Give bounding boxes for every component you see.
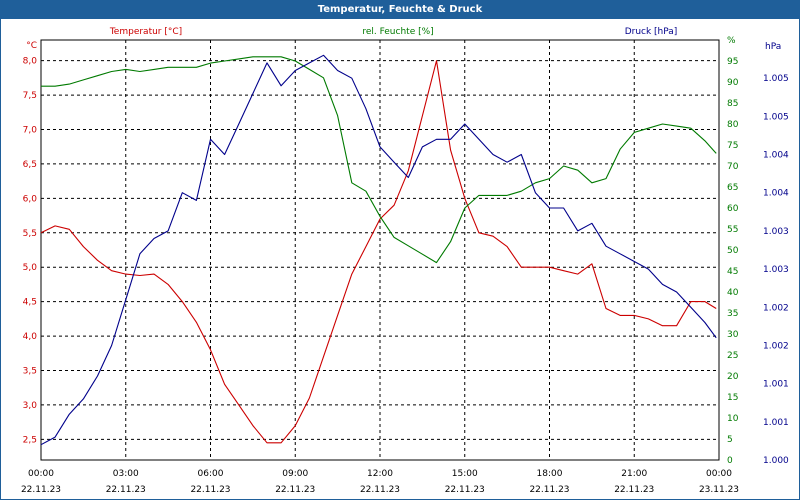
x-tick-label-date: 22.11.23 xyxy=(529,485,569,495)
x-tick-label-time: 00:00 xyxy=(28,469,54,479)
humidity-tick-label: 15 xyxy=(727,393,738,403)
temperature-tick-label: 5,5 xyxy=(23,229,37,239)
temperature-tick-label: 2,5 xyxy=(23,435,37,445)
pressure-tick-label: 1.001 xyxy=(763,418,789,428)
x-tick-label-date: 22.11.23 xyxy=(275,485,315,495)
pressure-tick-label: 1.004 xyxy=(763,189,789,199)
pressure-tick-label: 1.005 xyxy=(763,74,789,84)
temperature-axis-label: Temperatur [°C] xyxy=(109,27,182,37)
humidity-tick-label: 60 xyxy=(727,204,739,214)
x-tick-label-time: 09:00 xyxy=(282,469,308,479)
pressure-tick-label: 1.004 xyxy=(763,151,789,161)
pressure-series-line xyxy=(40,54,717,446)
temperature-unit-label: °C xyxy=(26,41,37,51)
humidity-tick-label: % xyxy=(727,36,736,46)
humidity-tick-label: 70 xyxy=(727,162,739,172)
temperature-tick-label: 6,5 xyxy=(23,160,37,170)
pressure-tick-label: 1.005 xyxy=(763,112,789,122)
window-title: Temperatur, Feuchte & Druck xyxy=(1,1,799,19)
pressure-unit-label: hPa xyxy=(765,42,781,52)
x-tick-label-time: 06:00 xyxy=(198,469,224,479)
x-tick-label-time: 18:00 xyxy=(537,469,563,479)
humidity-tick-label: 35 xyxy=(727,309,738,319)
x-tick-label-date: 22.11.23 xyxy=(360,485,400,495)
temperature-tick-label: 5,0 xyxy=(23,263,38,273)
x-tick-label-date: 22.11.23 xyxy=(614,485,654,495)
humidity-tick-label: 40 xyxy=(727,288,739,298)
pressure-tick-label: 1.002 xyxy=(763,341,789,351)
pressure-tick-label: 1.003 xyxy=(763,227,789,237)
pressure-tick-label: 1.002 xyxy=(763,303,789,313)
x-tick-label-time: 00:00 xyxy=(706,469,732,479)
temperature-tick-label: 3,5 xyxy=(23,366,37,376)
x-tick-label-date: 22.11.23 xyxy=(21,485,61,495)
humidity-tick-label: 50 xyxy=(727,246,739,256)
temperature-tick-label: 4,5 xyxy=(23,298,37,308)
x-tick-label-date: 22.11.23 xyxy=(445,485,485,495)
humidity-tick-label: 95 xyxy=(727,57,738,67)
temperature-tick-label: 8,0 xyxy=(23,57,38,67)
humidity-tick-label: 55 xyxy=(727,225,738,235)
humidity-axis-label: rel. Feuchte [%] xyxy=(362,27,433,37)
humidity-tick-label: 90 xyxy=(727,78,739,88)
humidity-tick-label: 85 xyxy=(727,99,738,109)
humidity-tick-label: 45 xyxy=(727,267,738,277)
pressure-tick-label: 1.001 xyxy=(763,380,789,390)
x-tick-label-time: 15:00 xyxy=(452,469,478,479)
x-tick-label-time: 03:00 xyxy=(113,469,139,479)
temperature-tick-label: 7,0 xyxy=(23,126,38,136)
humidity-tick-label: 10 xyxy=(727,414,739,424)
x-tick-label-date: 22.11.23 xyxy=(190,485,230,495)
temperature-tick-label: 3,0 xyxy=(23,401,38,411)
x-tick-label-time: 12:00 xyxy=(367,469,393,479)
temperature-tick-label: 4,0 xyxy=(23,332,38,342)
humidity-tick-label: 5 xyxy=(727,435,733,445)
temperature-tick-label: 6,0 xyxy=(23,194,38,204)
temperature-series-line xyxy=(40,60,717,444)
temperature-tick-label: 7,5 xyxy=(23,91,37,101)
x-tick-label-time: 21:00 xyxy=(621,469,647,479)
humidity-tick-label: 75 xyxy=(727,141,738,151)
humidity-tick-label: 65 xyxy=(727,183,738,193)
humidity-series-line xyxy=(41,56,717,264)
humidity-tick-label: 0 xyxy=(727,456,733,466)
humidity-tick-label: 20 xyxy=(727,372,739,382)
pressure-tick-label: 1.000 xyxy=(763,456,789,466)
humidity-tick-label: 80 xyxy=(727,120,739,130)
humidity-tick-label: 30 xyxy=(727,330,739,340)
x-tick-label-date: 23.11.23 xyxy=(699,485,739,495)
x-tick-label-date: 22.11.23 xyxy=(106,485,146,495)
pressure-tick-label: 1.003 xyxy=(763,265,789,275)
humidity-tick-label: 25 xyxy=(727,351,738,361)
pressure-axis-label: Druck [hPa] xyxy=(625,27,678,37)
